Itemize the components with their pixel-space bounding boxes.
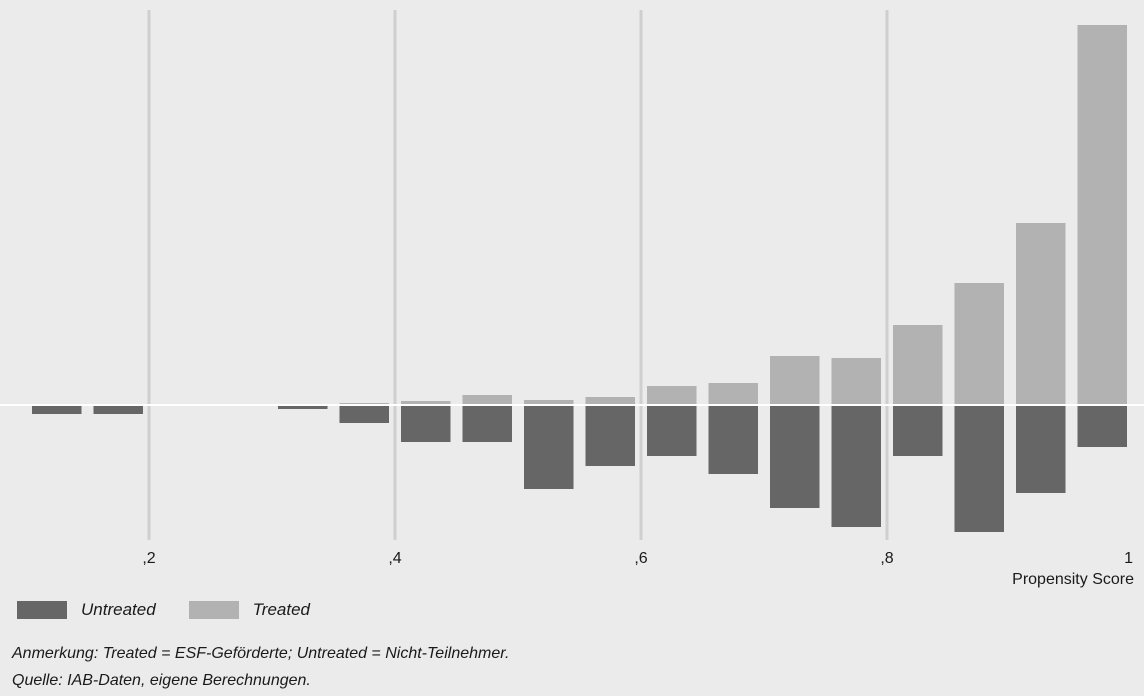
bar-treated: [647, 386, 697, 405]
bar-treated: [770, 356, 820, 405]
legend-swatch-treated: [188, 601, 239, 619]
x-tick-label: ,8: [880, 550, 893, 567]
bar-treated: [524, 400, 574, 405]
note-quelle: Quelle: IAB-Daten, eigene Berechnungen.: [12, 672, 311, 689]
bar-treated: [831, 358, 881, 405]
bar-treated: [1077, 25, 1127, 405]
x-axis-title: Propensity Score: [1012, 571, 1134, 588]
bar-untreated: [32, 405, 82, 414]
bar-untreated: [462, 405, 512, 442]
legend-label-untreated: Untreated: [81, 600, 156, 619]
bar-untreated: [1016, 405, 1066, 493]
bar-untreated: [1077, 405, 1127, 447]
x-tick-label: ,4: [388, 550, 401, 567]
bar-untreated: [585, 405, 635, 466]
bar-untreated: [708, 405, 758, 474]
legend-item-treated: Treated: [188, 600, 310, 620]
bar-untreated: [831, 405, 881, 527]
bar-untreated: [401, 405, 451, 442]
x-tick-label: ,2: [142, 550, 155, 567]
bar-treated: [462, 395, 512, 405]
x-tick-label: ,6: [634, 550, 647, 567]
legend: Untreated Treated: [17, 598, 343, 622]
chart-notes: Anmerkung: Treated = ESF-Geförderte; Unt…: [12, 640, 509, 694]
bar-untreated: [893, 405, 943, 456]
legend-swatch-untreated: [17, 601, 67, 619]
bar-treated: [708, 383, 758, 405]
propensity-histogram-chart: ,2 ,4 ,6 ,8 1 Propensity Score: [0, 10, 1144, 588]
x-tick-label: 1: [1124, 550, 1133, 567]
bar-treated: [1016, 223, 1066, 405]
bar-untreated: [339, 405, 389, 423]
legend-item-untreated: Untreated: [17, 600, 156, 620]
bar-untreated: [954, 405, 1004, 532]
bar-untreated: [647, 405, 697, 456]
legend-label-treated: Treated: [252, 600, 310, 619]
bar-untreated: [93, 405, 143, 414]
x-tick-labels: ,2 ,4 ,6 ,8 1: [142, 550, 1133, 567]
note-anmerkung: Anmerkung: Treated = ESF-Geförderte; Unt…: [12, 645, 510, 662]
bar-treated: [585, 397, 635, 405]
bar-untreated: [770, 405, 820, 508]
bar-untreated: [524, 405, 574, 489]
bar-treated: [893, 325, 943, 405]
bar-untreated: [278, 405, 328, 409]
bars: [32, 25, 1127, 532]
bar-treated: [401, 401, 451, 405]
grid-lines: [147, 10, 889, 540]
bar-treated: [954, 283, 1004, 405]
